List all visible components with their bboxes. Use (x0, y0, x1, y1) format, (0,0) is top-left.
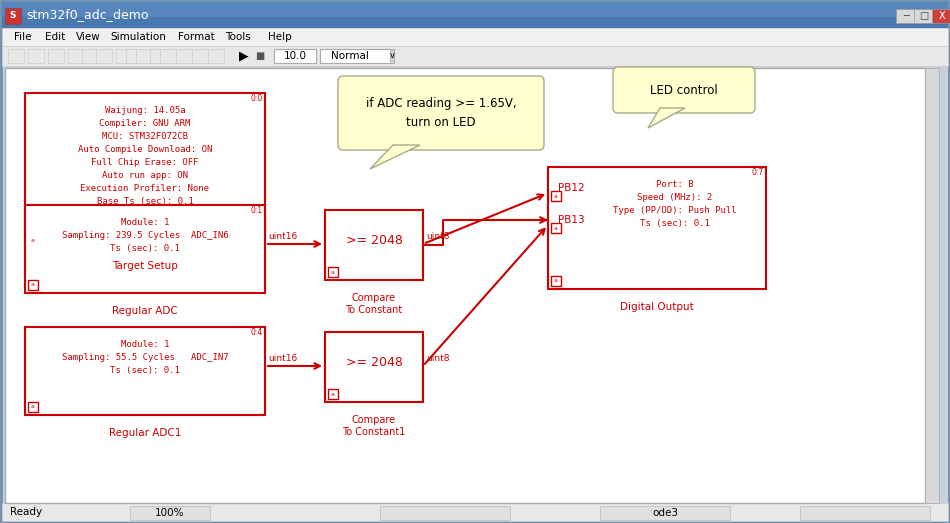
Text: a: a (554, 194, 558, 199)
Text: Waijung: 14.05a: Waijung: 14.05a (104, 106, 185, 115)
FancyBboxPatch shape (8, 49, 24, 63)
FancyBboxPatch shape (5, 8, 21, 24)
FancyBboxPatch shape (338, 76, 544, 150)
Text: Ts (sec): 0.1: Ts (sec): 0.1 (110, 244, 180, 253)
Polygon shape (648, 108, 685, 128)
Text: a: a (554, 279, 558, 283)
FancyBboxPatch shape (48, 49, 64, 63)
FancyBboxPatch shape (5, 68, 925, 503)
Text: To Constant: To Constant (346, 305, 403, 315)
Text: 0:7: 0:7 (751, 168, 764, 177)
Text: File: File (14, 32, 31, 42)
FancyBboxPatch shape (328, 267, 338, 277)
Text: Module: 1: Module: 1 (121, 218, 169, 227)
Text: □: □ (920, 11, 928, 21)
FancyBboxPatch shape (925, 68, 939, 503)
FancyBboxPatch shape (160, 49, 176, 63)
FancyBboxPatch shape (126, 49, 142, 63)
Text: Sampling: 239.5 Cycles  ADC_IN6: Sampling: 239.5 Cycles ADC_IN6 (62, 231, 228, 240)
Text: PB12: PB12 (558, 183, 584, 193)
FancyBboxPatch shape (28, 280, 38, 290)
Text: Compare: Compare (352, 415, 396, 425)
Text: Sampling: 55.5 Cycles   ADC_IN7: Sampling: 55.5 Cycles ADC_IN7 (62, 353, 228, 362)
Text: ■: ■ (256, 51, 265, 61)
Text: >= 2048: >= 2048 (346, 357, 403, 370)
FancyBboxPatch shape (551, 276, 561, 286)
FancyBboxPatch shape (2, 2, 948, 17)
FancyBboxPatch shape (2, 2, 948, 28)
Text: uint8: uint8 (426, 354, 449, 363)
FancyBboxPatch shape (28, 235, 38, 245)
FancyBboxPatch shape (274, 49, 316, 63)
Text: uint8: uint8 (426, 232, 449, 241)
Text: Normal: Normal (331, 51, 369, 61)
FancyBboxPatch shape (2, 28, 948, 46)
Text: >= 2048: >= 2048 (346, 234, 403, 247)
FancyBboxPatch shape (914, 9, 934, 23)
FancyBboxPatch shape (613, 67, 755, 113)
FancyBboxPatch shape (325, 210, 423, 280)
Text: v: v (390, 51, 394, 61)
Text: a: a (554, 225, 558, 231)
Text: Auto Compile Download: ON: Auto Compile Download: ON (78, 145, 212, 154)
Text: Ts (sec): 0.1: Ts (sec): 0.1 (110, 366, 180, 375)
Text: Port: B: Port: B (656, 180, 694, 189)
Text: a: a (31, 237, 35, 243)
Text: Ready: Ready (10, 507, 42, 517)
FancyBboxPatch shape (28, 49, 44, 63)
Text: Execution Profiler: None: Execution Profiler: None (81, 184, 210, 193)
FancyBboxPatch shape (551, 191, 561, 201)
FancyBboxPatch shape (176, 49, 192, 63)
Text: ▶: ▶ (239, 50, 249, 63)
Text: uint16: uint16 (268, 232, 297, 241)
FancyBboxPatch shape (150, 49, 166, 63)
FancyBboxPatch shape (192, 49, 208, 63)
Text: Edit: Edit (45, 32, 66, 42)
Text: 10.0: 10.0 (283, 51, 307, 61)
Text: Format: Format (178, 32, 215, 42)
FancyBboxPatch shape (96, 49, 112, 63)
Text: Tools: Tools (225, 32, 251, 42)
FancyBboxPatch shape (328, 389, 338, 399)
Text: 0:1: 0:1 (251, 206, 263, 215)
FancyBboxPatch shape (28, 402, 38, 412)
Text: S: S (10, 12, 16, 20)
Text: ─: ─ (903, 11, 909, 21)
Text: LED control: LED control (650, 84, 718, 97)
Text: Ts (sec): 0.1: Ts (sec): 0.1 (640, 219, 710, 228)
Text: Type (PP/OD): Push Pull: Type (PP/OD): Push Pull (613, 206, 737, 215)
FancyBboxPatch shape (2, 503, 948, 521)
FancyBboxPatch shape (130, 506, 210, 520)
FancyBboxPatch shape (82, 49, 98, 63)
FancyBboxPatch shape (25, 205, 265, 293)
Text: ode3: ode3 (652, 508, 678, 518)
FancyBboxPatch shape (320, 49, 394, 63)
Text: Compiler: GNU ARM: Compiler: GNU ARM (100, 119, 191, 128)
Polygon shape (370, 145, 420, 169)
Text: Regular ADC: Regular ADC (112, 306, 178, 316)
FancyBboxPatch shape (932, 9, 950, 23)
Text: Help: Help (268, 32, 292, 42)
Text: if ADC reading >= 1.65V,: if ADC reading >= 1.65V, (366, 97, 516, 110)
Text: Speed (MHz): 2: Speed (MHz): 2 (637, 193, 712, 202)
Text: a: a (31, 282, 35, 288)
Text: 0:0: 0:0 (251, 94, 263, 103)
Text: uint16: uint16 (268, 354, 297, 363)
FancyBboxPatch shape (896, 9, 916, 23)
FancyBboxPatch shape (68, 49, 84, 63)
Text: Target Setup: Target Setup (112, 261, 178, 271)
Text: 0:4: 0:4 (251, 328, 263, 337)
Text: a: a (331, 269, 335, 275)
Text: Full Chip Erase: OFF: Full Chip Erase: OFF (91, 158, 199, 167)
FancyBboxPatch shape (116, 49, 132, 63)
FancyBboxPatch shape (548, 167, 766, 289)
Text: Simulation: Simulation (110, 32, 166, 42)
FancyBboxPatch shape (380, 506, 510, 520)
FancyBboxPatch shape (136, 49, 152, 63)
Text: To Constant1: To Constant1 (342, 427, 406, 437)
Text: Base Ts (sec): 0.1: Base Ts (sec): 0.1 (97, 197, 194, 206)
Text: X: X (939, 11, 945, 21)
Text: Compare: Compare (352, 293, 396, 303)
FancyBboxPatch shape (25, 93, 265, 248)
